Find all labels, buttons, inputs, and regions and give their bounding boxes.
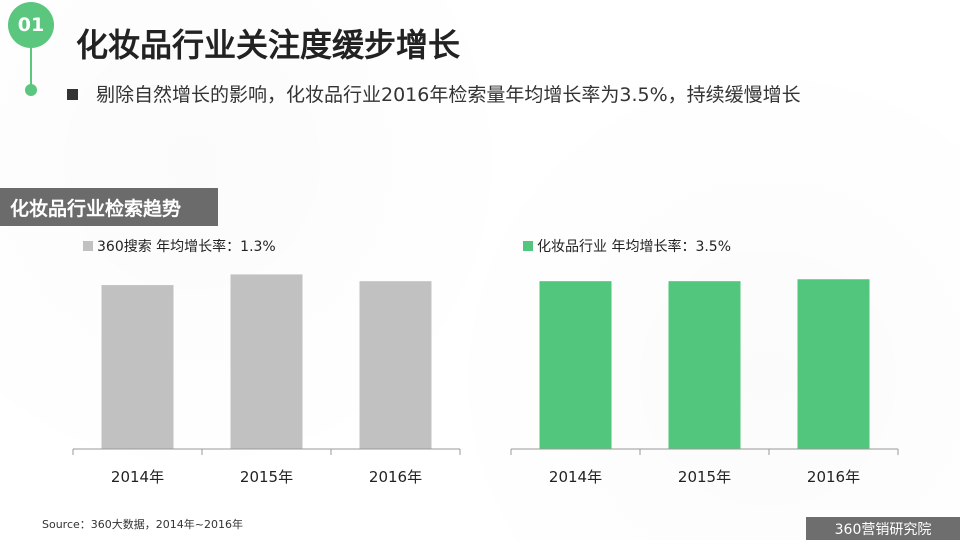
- slide-number-badge: 01: [8, 2, 54, 48]
- legend-swatch: [83, 241, 93, 251]
- bar-2014年: [539, 281, 612, 449]
- legend-swatch: [523, 241, 533, 251]
- page-title: 化妆品行业关注度缓步增长: [76, 26, 461, 64]
- bar-2015年: [230, 274, 303, 449]
- legend-label: 化妆品行业 年均增长率：3.5%: [537, 238, 731, 255]
- bullet-square-icon: [67, 89, 78, 100]
- timeline-dot: [25, 84, 37, 96]
- x-tick-label: 2015年: [678, 468, 731, 486]
- subtitle: 剔除自然增长的影响，化妆品行业2016年检索量年均增长率为3.5%，持续缓慢增长: [96, 84, 801, 106]
- brand-logo: 360营销研究院: [806, 517, 960, 540]
- bar-2015年: [668, 281, 741, 449]
- timeline-line: [30, 48, 32, 86]
- x-tick-label: 2016年: [807, 468, 860, 486]
- bar-2014年: [101, 285, 174, 449]
- x-tick-label: 2014年: [549, 468, 602, 486]
- x-tick-label: 2014年: [111, 468, 164, 486]
- legend-label: 360搜索 年均增长率：1.3%: [97, 238, 276, 255]
- section-label: 化妆品行业检索趋势: [0, 188, 218, 226]
- x-tick-label: 2015年: [240, 468, 293, 486]
- bar-2016年: [359, 281, 432, 449]
- bar-2016年: [797, 279, 870, 449]
- source-note: Source：360大数据，2014年~2016年: [42, 518, 243, 531]
- x-tick-label: 2016年: [369, 468, 422, 486]
